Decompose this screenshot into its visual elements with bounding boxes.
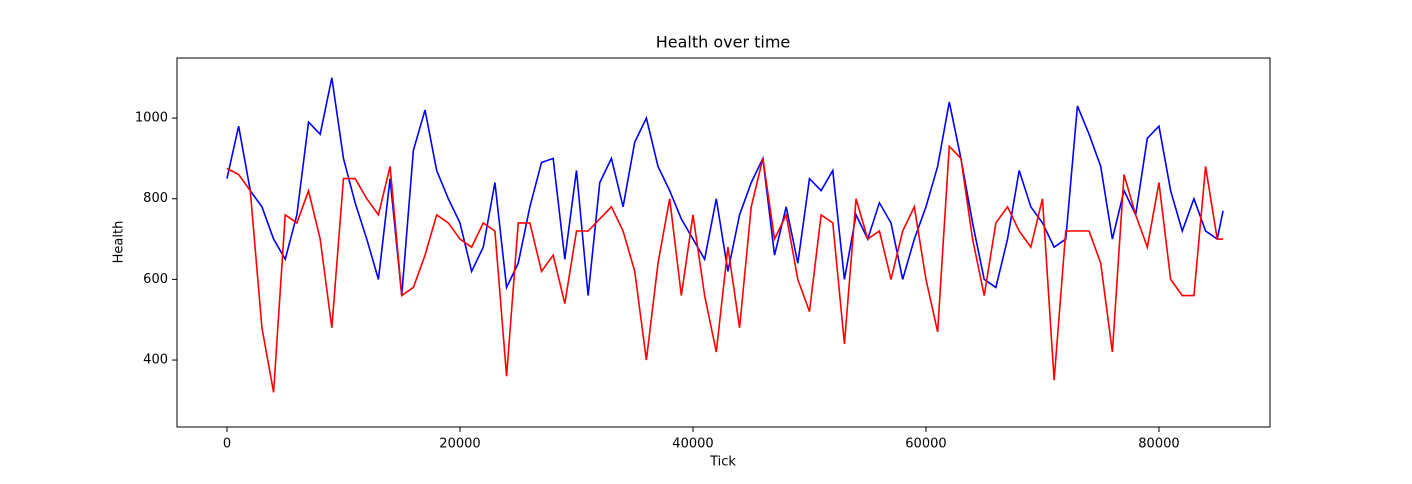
y-tick-label: 600: [143, 272, 168, 287]
x-axis-label: Tick: [709, 455, 736, 470]
series-line: [226, 77, 1224, 296]
x-tick-label: 80000: [1138, 437, 1179, 452]
y-axis-label: Health: [112, 221, 127, 264]
x-tick-label: 0: [223, 437, 231, 452]
plot-frame: [176, 57, 1271, 428]
series-line: [226, 144, 1224, 393]
x-tick-label: 40000: [672, 437, 713, 452]
y-tick-label: 800: [143, 191, 168, 206]
x-tick-label: 20000: [439, 437, 480, 452]
x-tick-label: 60000: [905, 437, 946, 452]
y-tick-label: 1000: [135, 111, 168, 126]
y-tick-label: 400: [143, 353, 168, 368]
chart-title: Health over time: [656, 33, 791, 52]
